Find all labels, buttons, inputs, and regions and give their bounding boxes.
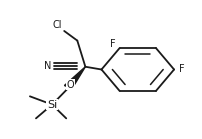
Text: Cl: Cl bbox=[52, 20, 62, 30]
Polygon shape bbox=[64, 67, 85, 89]
Text: F: F bbox=[109, 39, 115, 49]
Text: O: O bbox=[66, 80, 74, 90]
Text: Si: Si bbox=[47, 100, 57, 110]
Text: F: F bbox=[178, 64, 184, 75]
Text: N: N bbox=[44, 61, 52, 71]
